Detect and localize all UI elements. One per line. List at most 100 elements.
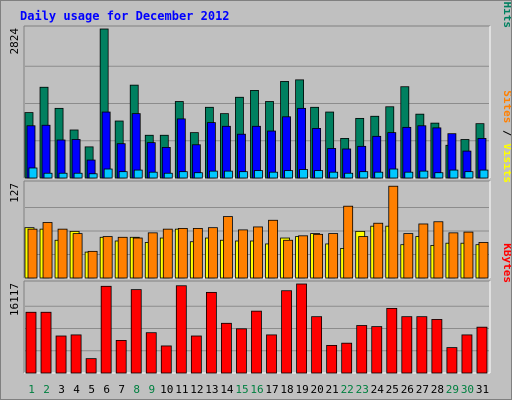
bar-kbytes-day-16 (251, 310, 262, 374)
bar-kbytes-day-17 (266, 334, 277, 374)
x-tick-label-day-26: 26 (401, 383, 414, 396)
bar-pages-day-29 (449, 169, 459, 179)
bar-pages-day-23 (359, 171, 369, 179)
bar-files-day-4 (71, 139, 81, 179)
bar-sites-day-22 (343, 205, 354, 279)
bar-sites-day-13 (207, 227, 218, 279)
bar-pages-day-31 (479, 169, 489, 179)
bar-kbytes-day-2 (40, 311, 52, 374)
bar-files-day-11 (176, 118, 186, 179)
x-tick-label-day-4: 4 (73, 383, 80, 396)
bar-pages-day-11 (178, 171, 188, 179)
bar-pages-day-12 (193, 172, 203, 179)
bar-sites-day-30 (463, 231, 474, 279)
x-tick-label-day-24: 24 (371, 383, 385, 396)
bar-kbytes-day-6 (100, 285, 112, 374)
x-tick-label-day-15: 15 (235, 383, 248, 396)
day-axis: 1 2 3 4 5 6 7 8 9 10 11 12 13 14 15 16 17 18 19 20 21 22 23 24 2… (28, 383, 489, 396)
x-tick-label-day-29: 29 (446, 383, 459, 396)
legend-sites: Sites (501, 90, 512, 123)
bar-sites-day-9 (147, 232, 158, 279)
bar-kbytes-day-1 (25, 311, 37, 374)
bar-sites-day-12 (192, 228, 203, 279)
x-tick-label-day-14: 14 (220, 383, 234, 396)
bar-kbytes-day-13 (205, 291, 217, 374)
x-tick-label-day-18: 18 (280, 383, 293, 396)
bar-sites-day-6 (102, 236, 113, 279)
bar-files-day-13 (206, 122, 216, 179)
bar-sites-day-27 (418, 223, 429, 279)
x-tick-label-day-30: 30 (461, 383, 474, 396)
bar-kbytes-day-7 (115, 340, 127, 374)
x-tick-label-day-9: 9 (148, 383, 155, 396)
y-max-label: 127 (8, 183, 21, 203)
bar-sites-day-10 (162, 228, 173, 279)
bar-sites-day-16 (253, 226, 263, 279)
chart-panels: 2824 Pages / Files / Hits 127 Sites / Visit… (8, 0, 512, 374)
bar-pages-day-7 (118, 171, 128, 179)
bar-sites-day-26 (403, 233, 414, 279)
bar-pages-day-22 (344, 172, 354, 179)
panel-legend: KBytes (501, 243, 512, 283)
x-tick-label-day-23: 23 (356, 383, 369, 396)
x-tick-label-day-22: 22 (341, 383, 354, 396)
x-tick-label-day-13: 13 (205, 383, 218, 396)
bar-kbytes-day-3 (55, 335, 67, 374)
bar-files-day-28 (432, 127, 442, 179)
legend-separator: / (501, 123, 512, 137)
bar-kbytes-day-27 (416, 316, 428, 374)
bar-kbytes-day-10 (160, 345, 172, 374)
bar-sites-day-4 (72, 233, 83, 279)
bar-sites-day-21 (328, 233, 339, 279)
bar-sites-day-18 (283, 239, 293, 279)
x-tick-label-day-3: 3 (58, 383, 65, 396)
bar-files-day-2 (41, 124, 51, 179)
x-tick-label-day-12: 12 (190, 383, 203, 396)
bar-sites-day-8 (132, 237, 143, 279)
bar-sites-day-29 (448, 232, 459, 279)
bar-pages-day-26 (404, 171, 414, 179)
bar-sites-day-5 (87, 250, 98, 279)
bar-sites-day-31 (478, 242, 489, 279)
bar-pages-day-15 (239, 171, 248, 179)
panel-visits-sites: 127 Sites / Visits (8, 90, 512, 279)
x-tick-label-day-6: 6 (103, 383, 110, 396)
bar-kbytes-day-31 (476, 326, 488, 374)
bar-kbytes-day-12 (190, 335, 202, 374)
bar-kbytes-day-22 (341, 342, 353, 374)
x-tick-label-day-17: 17 (265, 383, 278, 396)
bar-pages-day-24 (374, 171, 384, 179)
bar-pages-day-28 (434, 172, 444, 179)
bar-files-day-6 (101, 111, 111, 179)
bar-files-day-3 (56, 139, 66, 179)
y-max-label: 2824 (8, 28, 21, 55)
legend-visits: Visits (501, 137, 512, 183)
bar-files-day-14 (222, 125, 231, 179)
x-tick-label-day-8: 8 (133, 383, 140, 396)
bar-sites-day-28 (433, 221, 444, 279)
bar-files-day-19 (297, 107, 306, 179)
bar-sites-day-3 (57, 228, 68, 279)
bar-pages-day-10 (163, 172, 173, 179)
bar-files-day-27 (417, 125, 427, 179)
chart-title: Daily usage for December 2012 (20, 9, 230, 23)
bar-sites-day-17 (268, 219, 278, 279)
x-tick-label-day-20: 20 (311, 383, 324, 396)
bar-sites-day-1 (27, 228, 38, 279)
x-tick-label-day-7: 7 (118, 383, 125, 396)
x-tick-label-day-2: 2 (43, 383, 50, 396)
bar-pages-day-16 (254, 170, 263, 179)
bar-pages-day-18 (284, 170, 293, 179)
x-tick-label-day-21: 21 (326, 383, 339, 396)
bar-kbytes-day-23 (356, 325, 368, 374)
x-tick-label-day-27: 27 (416, 383, 429, 396)
bar-kbytes-day-4 (70, 334, 82, 374)
bar-pages-day-2 (43, 172, 53, 179)
legend-kbytes: KBytes (501, 243, 512, 283)
bar-pages-day-9 (148, 171, 158, 179)
bar-pages-day-20 (314, 170, 324, 179)
bar-sites-day-24 (373, 222, 384, 279)
bar-pages-day-6 (103, 168, 113, 179)
